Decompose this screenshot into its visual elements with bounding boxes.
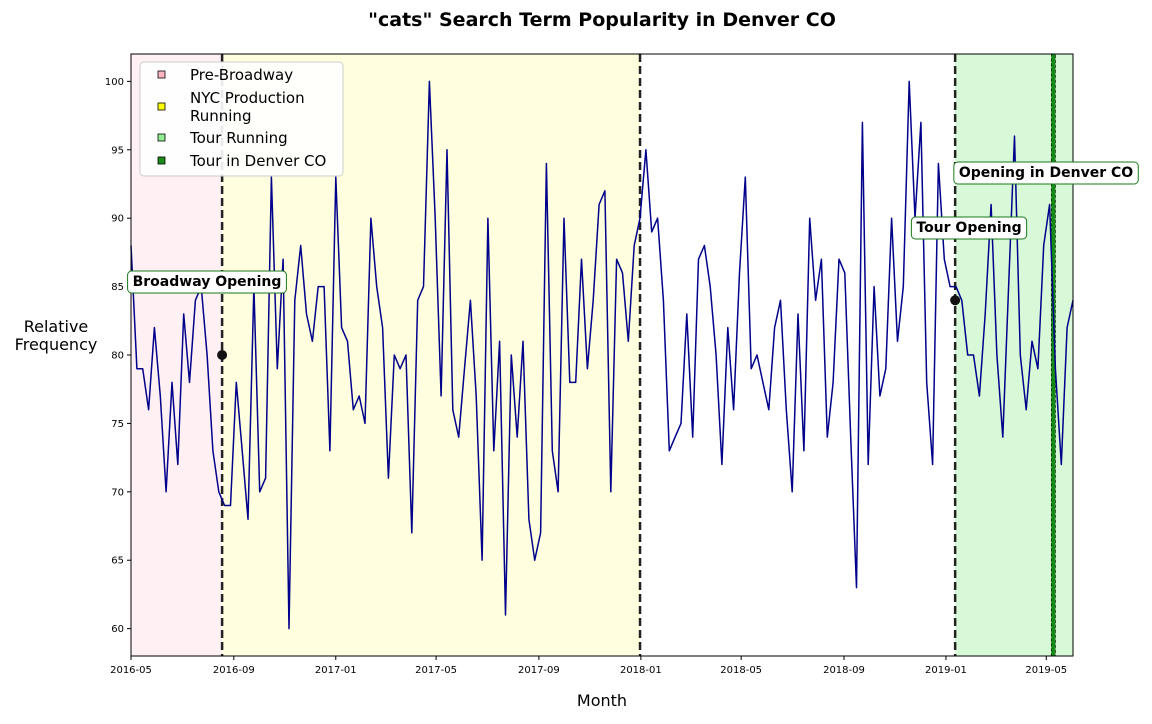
x-tick-label: 2016-05 <box>110 665 152 676</box>
y-tick-label: 70 <box>111 487 124 498</box>
series-line <box>130 80 1074 630</box>
y-tick-label: 85 <box>111 282 124 293</box>
event-annotation-box <box>953 161 1139 185</box>
y-tick-label: 90 <box>111 214 124 225</box>
x-tick-label: 2017-05 <box>415 665 457 676</box>
y-tick-label: 75 <box>111 419 124 430</box>
event-annotation: Broadway Opening <box>127 270 287 294</box>
event-annotation-box <box>127 270 287 294</box>
y-tick-label: 95 <box>111 145 124 156</box>
legend-frame <box>139 61 344 177</box>
legend-swatch <box>157 133 166 142</box>
legend: Pre-Broadway NYC Production Running Tour Ru… <box>139 61 344 177</box>
event-annotation-text: Tour Opening <box>916 220 1021 236</box>
event-annotation-box <box>910 216 1028 240</box>
x-tick-label: 2018-01 <box>620 665 662 676</box>
legend-swatch <box>157 102 166 111</box>
legend-label: NYC Production Running <box>190 89 305 125</box>
event-marker <box>950 295 961 306</box>
legend-swatch <box>157 156 166 165</box>
legend-label: Tour in Denver CO <box>189 152 326 170</box>
x-axis-label: Month <box>577 691 627 710</box>
y-tick-label: 60 <box>111 624 124 635</box>
event-annotation: Opening in Denver CO <box>953 161 1139 185</box>
legend-swatch <box>157 70 166 79</box>
chart-title: "cats" Search Term Popularity in Denver … <box>368 9 836 31</box>
x-tick-label: 2019-01 <box>925 665 967 676</box>
x-tick-label: 2016-09 <box>213 665 255 676</box>
x-tick-label: 2018-09 <box>823 665 865 676</box>
legend-label: Pre-Broadway <box>190 66 293 84</box>
y-tick-label: 100 <box>105 77 124 88</box>
event-annotation: Tour Opening <box>910 216 1028 240</box>
legend-label: Tour Running <box>189 129 288 147</box>
y-tick-label: 80 <box>111 351 124 362</box>
y-axis-label: Relative Frequency <box>15 317 98 354</box>
x-tick-label: 2019-05 <box>1025 665 1067 676</box>
x-tick-label: 2018-05 <box>720 665 762 676</box>
x-tick-label: 2017-01 <box>315 665 357 676</box>
event-annotation-text: Opening in Denver CO <box>959 165 1133 181</box>
event-marker <box>217 350 228 360</box>
y-tick-label: 65 <box>111 556 124 567</box>
event-annotation-text: Broadway Opening <box>133 274 282 290</box>
x-tick-label: 2017-09 <box>518 665 560 676</box>
